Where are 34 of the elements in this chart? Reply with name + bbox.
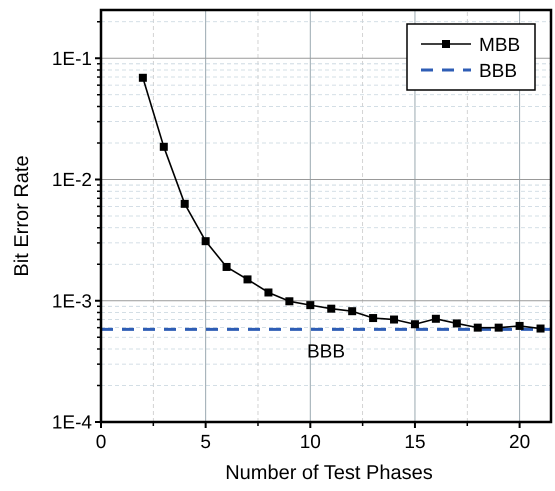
point [244, 275, 252, 284]
text: BBB [306, 341, 346, 362]
point [348, 307, 356, 316]
point [410, 320, 419, 328]
point [202, 237, 210, 246]
x-tick-label: 15 [404, 432, 426, 453]
point [536, 324, 545, 333]
point [369, 314, 378, 322]
point [222, 262, 231, 271]
point [452, 319, 461, 328]
point [494, 324, 503, 332]
legend-label: MBB [479, 35, 520, 56]
y-tick-label: 1E-1 [52, 48, 92, 70]
point [138, 74, 147, 82]
point [432, 314, 440, 323]
point [180, 200, 189, 208]
x-tick-label: 10 [300, 432, 321, 453]
x-tick-label: 0 [96, 432, 106, 453]
x-axis-title: Number of Test Phases [225, 462, 433, 484]
x-tick-label: 20 [509, 432, 530, 453]
point [516, 322, 524, 330]
legend-label: BBB [479, 61, 518, 82]
point [327, 304, 336, 313]
point [390, 316, 398, 324]
y-tick-label: 1E-3 [52, 291, 92, 312]
point [306, 301, 314, 310]
point [285, 297, 294, 306]
x-tick-label: 5 [200, 432, 211, 453]
y-axis-title: Bit Error Rate [11, 155, 33, 277]
y-tick-label: 1E-2 [52, 170, 92, 191]
y-tick-label: 1E-4 [52, 412, 92, 434]
point [160, 142, 168, 151]
point [474, 324, 482, 332]
point [264, 288, 272, 296]
